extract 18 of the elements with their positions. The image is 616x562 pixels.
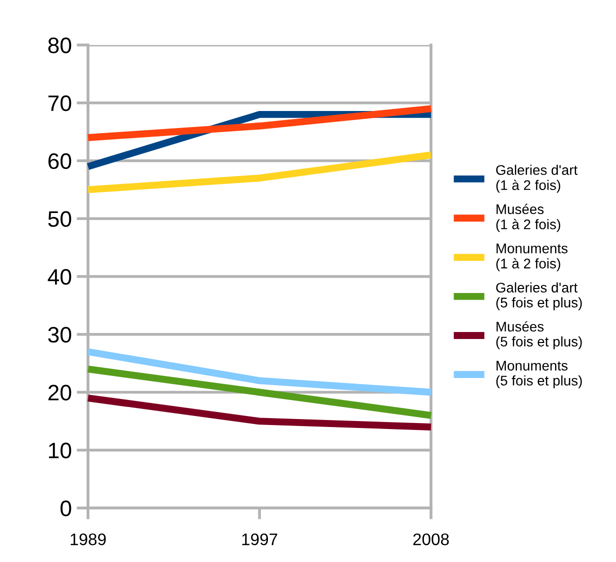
y-tick-label: 30: [48, 326, 72, 343]
legend-label: Musées (5 fois et plus): [496, 321, 582, 350]
x-tick-label: 2008: [413, 533, 449, 546]
legend-label: Monuments (1 à 2 fois): [496, 244, 568, 272]
y-tick-label: 60: [48, 153, 72, 170]
y-tick-label: 40: [48, 269, 72, 285]
y-tick-label: 0: [60, 500, 72, 516]
y-tick-label: 80: [48, 38, 72, 54]
legend-label: Galeries d'art (1 à 2 fois): [496, 164, 578, 193]
y-tick-label: 10: [49, 442, 72, 458]
legend-label: Monuments (5 fois et plus): [496, 360, 582, 388]
y-tick-label: 70: [48, 95, 72, 112]
y-tick-label: 50: [48, 211, 72, 227]
x-tick-label: 1997: [242, 533, 278, 546]
legend-label: Galeries d'art (5 fois et plus): [496, 282, 582, 310]
legend-label: Musées (1 à 2 fois): [496, 204, 560, 232]
y-tick-label: 20: [48, 384, 72, 401]
x-tick-label: 1989: [70, 533, 106, 546]
